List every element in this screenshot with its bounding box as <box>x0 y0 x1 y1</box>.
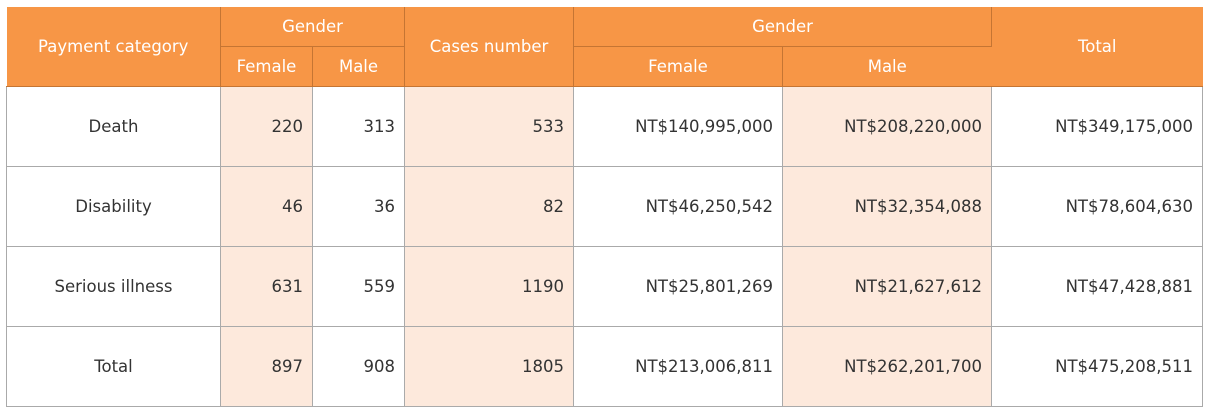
male-count-cell: 36 <box>312 166 405 247</box>
header-gender-count-group: Gender <box>220 7 405 47</box>
header-total: Total <box>991 7 1203 87</box>
male-amount-cell: NT$262,201,700 <box>782 326 992 407</box>
total-amount-cell: NT$47,428,881 <box>991 246 1203 327</box>
category-cell: Death <box>6 86 221 167</box>
male-amount-cell: NT$32,354,088 <box>782 166 992 247</box>
category-cell: Disability <box>6 166 221 247</box>
female-amount-cell: NT$25,801,269 <box>573 246 783 327</box>
cases-number-cell: 1805 <box>404 326 574 407</box>
category-cell: Total <box>6 326 221 407</box>
male-amount-cell: NT$208,220,000 <box>782 86 992 167</box>
category-cell: Serious illness <box>6 246 221 327</box>
cases-number-cell: 533 <box>404 86 574 167</box>
female-count-cell: 46 <box>220 166 313 247</box>
male-count-cell: 559 <box>312 246 405 327</box>
table-row: Serious illness 631 559 1190 NT$25,801,2… <box>6 246 1203 327</box>
table-row: Disability 46 36 82 NT$46,250,542 NT$32,… <box>6 166 1203 247</box>
header-male-count: Male <box>312 46 405 87</box>
female-amount-cell: NT$46,250,542 <box>573 166 783 247</box>
cases-number-cell: 1190 <box>404 246 574 327</box>
header-cases-number: Cases number <box>404 7 574 87</box>
male-count-cell: 908 <box>312 326 405 407</box>
payment-statistics-table: Payment category Gender Cases number Gen… <box>6 7 1203 407</box>
cases-number-cell: 82 <box>404 166 574 247</box>
table-row: Total 897 908 1805 NT$213,006,811 NT$262… <box>6 326 1203 407</box>
header-female-count: Female <box>220 46 313 87</box>
female-count-cell: 631 <box>220 246 313 327</box>
header-female-amount: Female <box>573 46 783 87</box>
female-amount-cell: NT$140,995,000 <box>573 86 783 167</box>
total-amount-cell: NT$78,604,630 <box>991 166 1203 247</box>
female-count-cell: 897 <box>220 326 313 407</box>
header-gender-amount-group: Gender <box>573 7 992 47</box>
total-amount-cell: NT$475,208,511 <box>991 326 1203 407</box>
male-amount-cell: NT$21,627,612 <box>782 246 992 327</box>
total-amount-cell: NT$349,175,000 <box>991 86 1203 167</box>
header-payment-category: Payment category <box>6 7 221 87</box>
table-row: Death 220 313 533 NT$140,995,000 NT$208,… <box>6 86 1203 167</box>
header-male-amount: Male <box>782 46 992 87</box>
female-amount-cell: NT$213,006,811 <box>573 326 783 407</box>
male-count-cell: 313 <box>312 86 405 167</box>
female-count-cell: 220 <box>220 86 313 167</box>
